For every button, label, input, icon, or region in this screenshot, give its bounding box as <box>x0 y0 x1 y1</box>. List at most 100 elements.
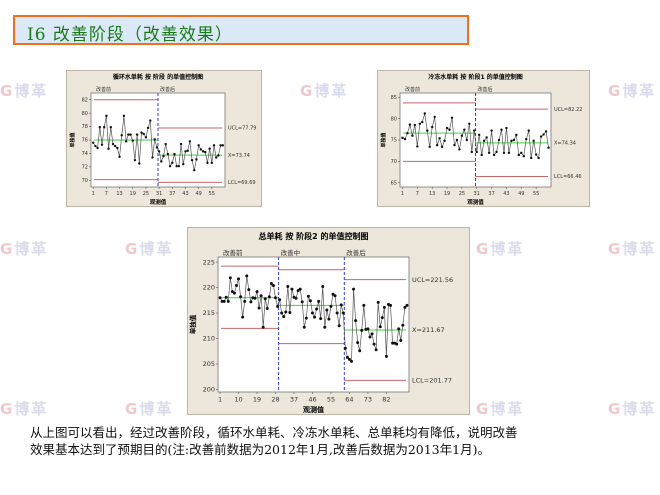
data-point <box>263 297 267 301</box>
data-point <box>426 129 429 132</box>
data-point <box>515 133 518 137</box>
y-tick-label: 80 <box>82 111 88 117</box>
data-point <box>133 158 137 162</box>
y-tick-label: 82 <box>82 97 88 103</box>
data-point <box>401 136 404 140</box>
data-point <box>310 311 314 315</box>
data-point <box>164 142 167 146</box>
data-point <box>129 133 132 136</box>
data-point <box>173 152 176 156</box>
data-point <box>401 323 405 327</box>
chart-title: 循环水单耗 按 阶段 的单值控制图 <box>113 73 203 81</box>
data-point <box>290 287 294 291</box>
x-tick-label: 82 <box>382 396 390 404</box>
data-point <box>525 137 528 141</box>
x-tick-label: 1 <box>401 191 404 197</box>
data-point <box>239 295 243 299</box>
data-point <box>210 161 214 165</box>
data-point <box>98 126 101 129</box>
data-point <box>140 131 143 134</box>
data-point <box>347 357 351 361</box>
data-point <box>257 306 261 310</box>
x-axis-label: 观测值 <box>303 405 324 414</box>
x-tick-label: 19 <box>444 191 450 197</box>
data-point <box>374 348 378 352</box>
data-point <box>507 151 511 155</box>
data-point <box>105 114 108 118</box>
data-point <box>94 144 97 148</box>
data-point <box>391 341 395 345</box>
data-point <box>529 156 533 160</box>
data-point <box>384 354 388 358</box>
y-tick-label: 75 <box>391 138 397 144</box>
data-point <box>433 115 436 119</box>
data-point <box>423 112 426 115</box>
data-point <box>438 137 441 140</box>
limit-label-ucl: UCL=82.22 <box>554 107 582 113</box>
data-point <box>261 325 265 329</box>
data-point <box>219 144 222 147</box>
data-point <box>237 277 241 281</box>
data-point <box>116 146 119 150</box>
data-point <box>458 148 461 151</box>
data-point <box>450 116 454 119</box>
limit-label-lcl: LCL=66.46 <box>554 174 582 180</box>
data-point <box>267 295 271 299</box>
data-point <box>274 296 278 300</box>
y-tick-label: 215 <box>203 309 215 317</box>
data-point <box>339 303 343 307</box>
x-tick-label: 49 <box>518 191 524 197</box>
data-point <box>280 311 284 315</box>
data-point <box>296 289 300 293</box>
data-point <box>124 140 128 143</box>
data-point <box>455 138 459 142</box>
data-point <box>366 327 370 331</box>
data-point <box>362 303 366 307</box>
data-point <box>453 143 456 147</box>
data-point <box>327 317 331 321</box>
data-point <box>517 153 521 157</box>
data-point <box>243 299 247 303</box>
data-point <box>358 349 362 353</box>
data-point <box>284 310 288 314</box>
data-point <box>354 319 358 323</box>
data-point <box>397 327 401 331</box>
data-point <box>276 304 280 308</box>
data-point <box>113 144 117 148</box>
data-point <box>302 325 306 329</box>
data-point <box>405 303 409 307</box>
data-point <box>288 311 292 315</box>
y-tick-label: 76 <box>82 138 88 144</box>
data-point <box>421 120 424 124</box>
data-point <box>222 299 226 303</box>
data-point <box>482 139 486 143</box>
y-tick-label: 225 <box>203 258 215 266</box>
x-tick-label: 25 <box>459 191 465 197</box>
data-point <box>333 294 337 298</box>
data-point <box>475 150 478 154</box>
x-tick-label: 13 <box>429 191 435 197</box>
data-point <box>265 306 269 310</box>
control-chart-svg: 循环水单耗 按 阶段 的单值控制图 70 72 74 76 78 80 82 1 7 13 19 25 3… <box>69 73 256 206</box>
chart-title: 总单耗 按 阶段2 的单值控制图 <box>259 231 369 241</box>
data-point <box>304 316 308 320</box>
data-point <box>485 136 488 139</box>
phase-label: 改善前 <box>96 86 111 93</box>
x-axis-label: 观测值 <box>150 198 167 206</box>
data-point <box>217 154 220 157</box>
limit-label-mean: X=211.67 <box>412 326 445 334</box>
data-point <box>253 296 257 300</box>
y-tick-label: 85 <box>391 95 397 101</box>
data-point <box>259 294 263 298</box>
data-point <box>249 300 253 304</box>
data-point <box>468 122 471 125</box>
data-point <box>480 153 483 157</box>
data-point <box>360 328 364 332</box>
data-point <box>208 147 211 150</box>
data-point <box>186 149 189 152</box>
data-point <box>534 153 538 156</box>
limit-label-mean: X=73.74 <box>228 153 250 159</box>
data-point <box>118 155 121 158</box>
data-point <box>91 141 95 144</box>
limit-label-ucl: UCL=77.79 <box>228 126 256 132</box>
